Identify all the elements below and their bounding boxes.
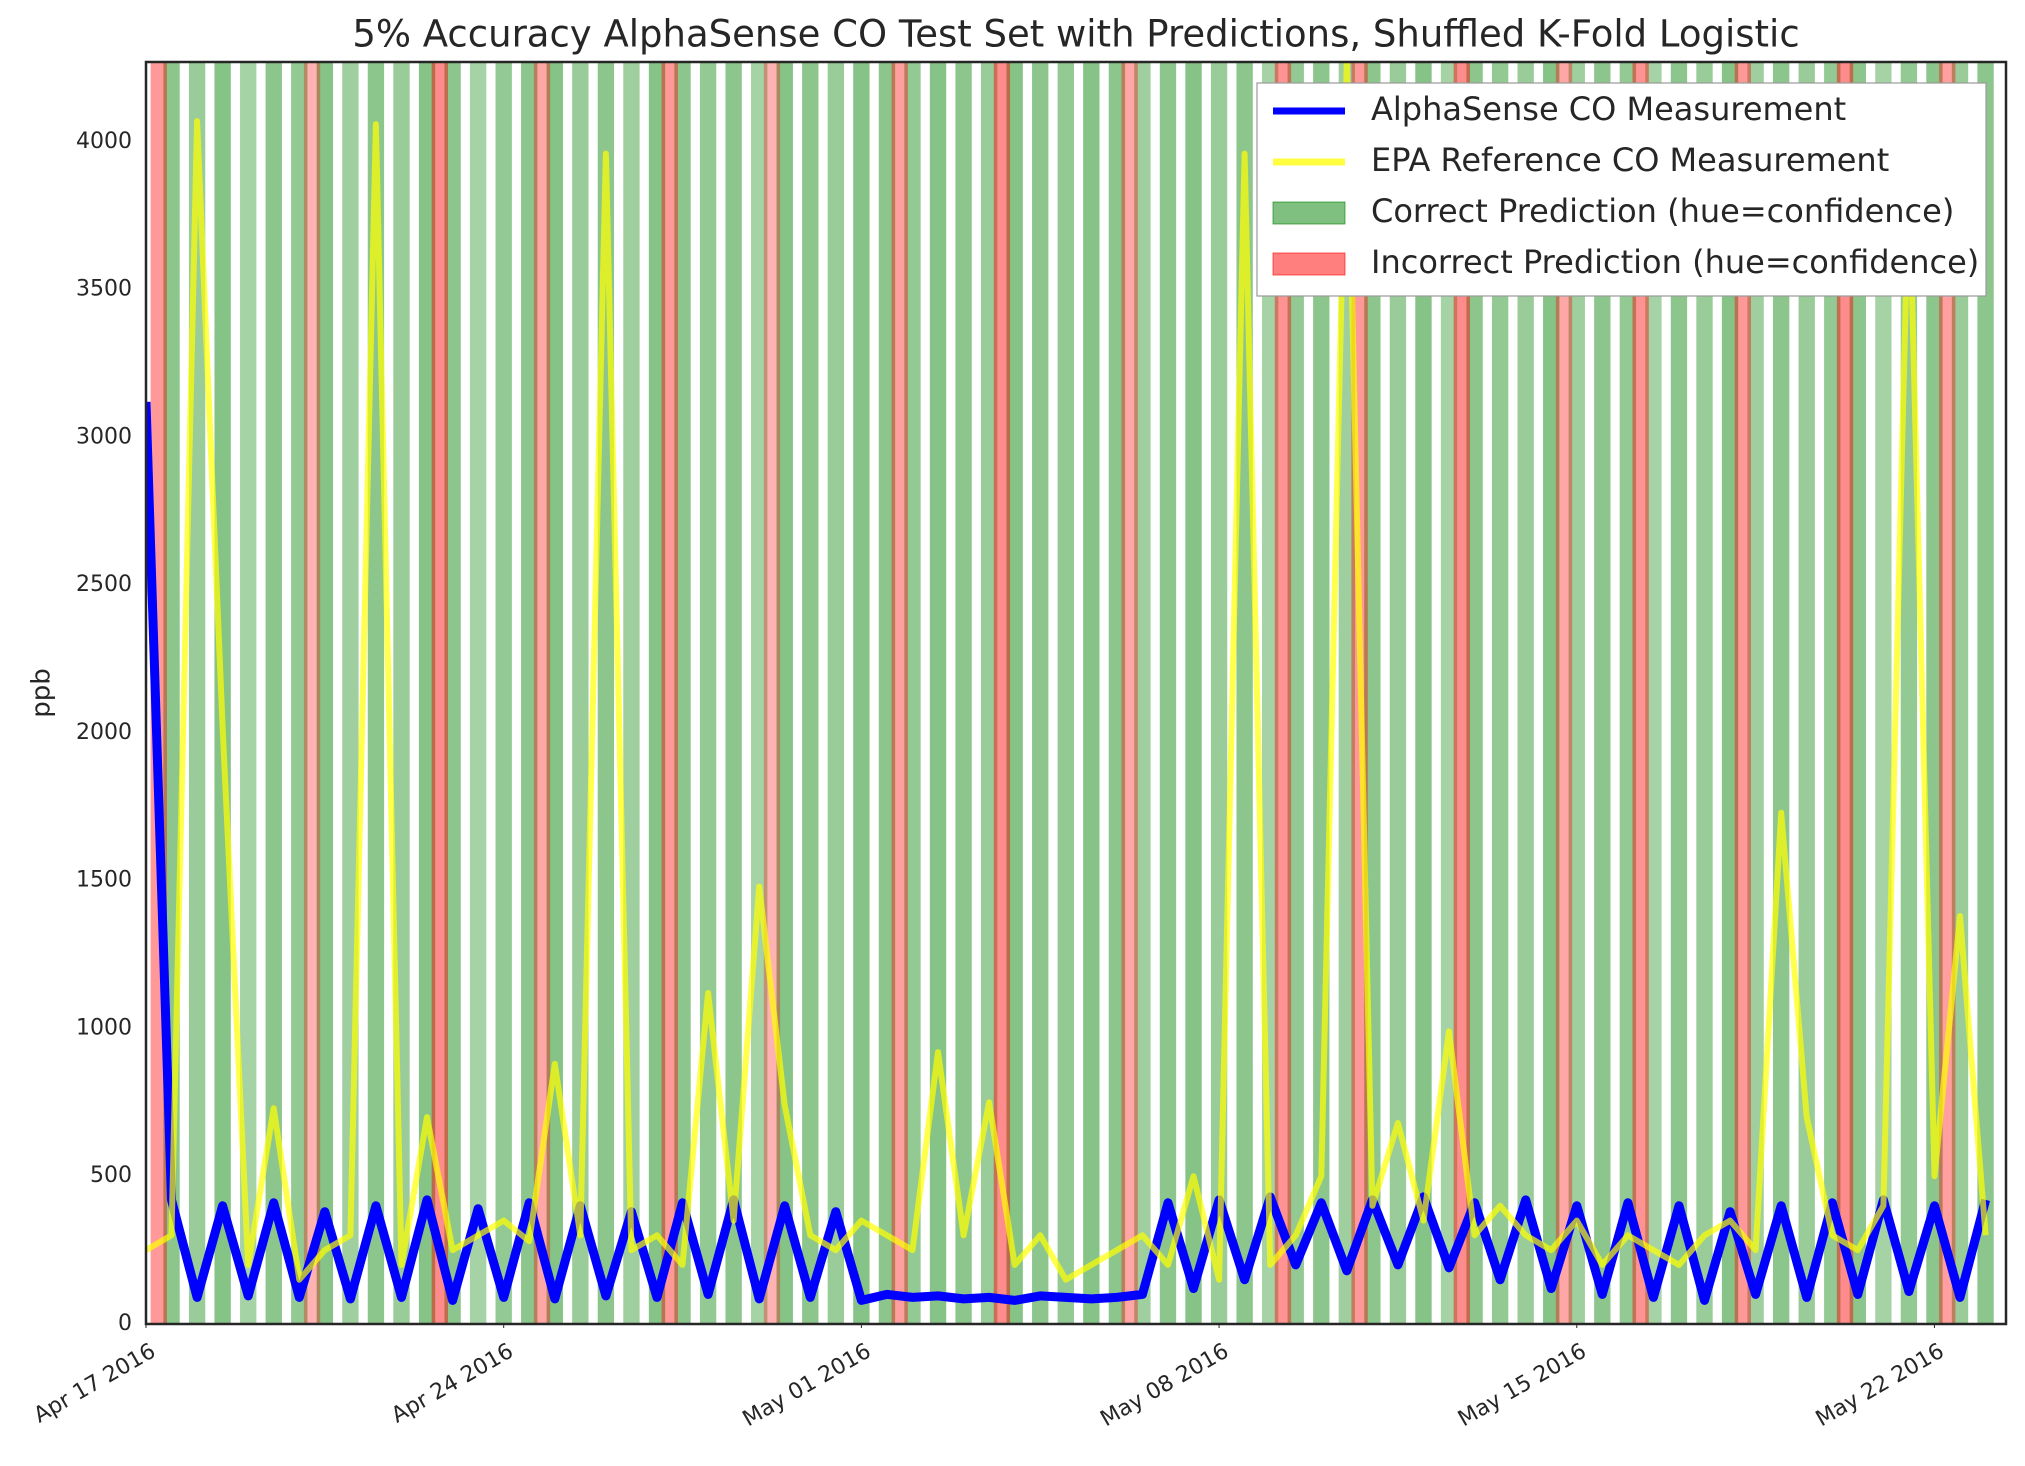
prediction-band: [1721, 62, 1739, 1324]
prediction-band: [1287, 62, 1304, 1324]
prediction-band: [1568, 62, 1585, 1324]
y-tick-label: 1000: [76, 1015, 132, 1040]
y-tick-label: 1500: [76, 868, 132, 893]
x-tick-label: May 08 2016: [1096, 1339, 1233, 1432]
prediction-band: [521, 62, 538, 1324]
prediction-band: [891, 62, 908, 1324]
y-tick-label: 2500: [76, 572, 132, 597]
prediction-band: [291, 62, 308, 1324]
prediction-band: [1032, 62, 1049, 1324]
x-tick-label: May 15 2016: [1454, 1339, 1591, 1432]
prediction-band: [1619, 62, 1637, 1324]
prediction-band: [1491, 62, 1509, 1324]
prediction-band: [1772, 62, 1790, 1324]
x-tick-label: Apr 17 2016: [30, 1339, 160, 1429]
prediction-band: [469, 62, 487, 1324]
prediction-band: [827, 62, 845, 1324]
plot-area: [146, 62, 1994, 1324]
prediction-band: [1836, 62, 1854, 1324]
legend-label: AlphaSense CO Measurement: [1371, 90, 1846, 128]
prediction-band: [1517, 62, 1534, 1324]
prediction-band: [993, 62, 1011, 1324]
prediction-band: [444, 62, 461, 1324]
prediction-band: [431, 62, 448, 1324]
legend-swatch: [1272, 252, 1346, 276]
prediction-band: [265, 62, 282, 1324]
chart-title: 5% Accuracy AlphaSense CO Test Set with …: [352, 13, 1799, 56]
y-axis-label: ppb: [27, 668, 57, 718]
prediction-band: [1159, 62, 1177, 1324]
prediction-band: [303, 62, 321, 1324]
prediction-band: [1734, 62, 1752, 1324]
y-tick-label: 500: [90, 1163, 132, 1188]
prediction-band: [1108, 62, 1126, 1324]
prediction-band: [1440, 62, 1458, 1324]
y-tick-label: 4000: [76, 129, 132, 154]
prediction-band: [955, 62, 972, 1324]
prediction-band: [1824, 62, 1841, 1324]
plot-frame: [144, 60, 2008, 1326]
data-line: [146, 401, 1990, 1305]
prediction-band: [1083, 62, 1100, 1324]
prediction-band: [1274, 62, 1292, 1324]
prediction-band: [418, 62, 436, 1324]
legend-label: Incorrect Prediction (hue=confidence): [1371, 243, 1979, 281]
prediction-band: [1747, 62, 1764, 1324]
prediction-band: [1466, 62, 1483, 1324]
x-tick-label: Apr 24 2016: [387, 1339, 517, 1429]
prediction-band: [533, 62, 551, 1324]
prediction-band: [546, 62, 563, 1324]
prediction-band: [1453, 62, 1470, 1324]
prediction-band: [1006, 62, 1023, 1324]
prediction-band: [1645, 62, 1662, 1324]
prediction-band: [1594, 62, 1611, 1324]
prediction-band: [240, 62, 257, 1324]
legend-swatch: [1272, 201, 1346, 225]
prediction-band: [495, 62, 512, 1324]
prediction-band: [725, 62, 742, 1324]
prediction-band: [1670, 62, 1688, 1324]
y-tick-label: 3000: [76, 424, 132, 449]
prediction-band: [648, 62, 666, 1324]
prediction-band: [1977, 62, 1994, 1324]
prediction-band: [1543, 62, 1560, 1324]
prediction-band: [1185, 62, 1202, 1324]
prediction-band: [751, 62, 768, 1324]
prediction-band: [1798, 62, 1815, 1324]
legend-label: Correct Prediction (hue=confidence): [1371, 192, 1954, 230]
prediction-band: [904, 62, 921, 1324]
prediction-band: [1057, 62, 1074, 1324]
prediction-band: [776, 62, 793, 1324]
prediction-band: [1632, 62, 1649, 1324]
prediction-band: [802, 62, 819, 1324]
y-tick-label: 0: [118, 1311, 132, 1336]
prediction-band: [674, 62, 691, 1324]
prediction-band: [878, 62, 896, 1324]
prediction-band: [853, 62, 870, 1324]
prediction-band: [699, 62, 717, 1324]
data-line: [146, 62, 1989, 1283]
prediction-band: [1555, 62, 1573, 1324]
y-tick-label: 2000: [76, 720, 132, 745]
prediction-band: [763, 62, 781, 1324]
x-tick-label: May 01 2016: [739, 1339, 876, 1432]
prediction-band: [980, 62, 998, 1324]
x-tick-label: May 22 2016: [1812, 1339, 1949, 1432]
legend-label: EPA Reference CO Measurement: [1371, 141, 1889, 179]
prediction-band: [661, 62, 678, 1324]
prediction-band: [1134, 62, 1151, 1324]
y-tick-label: 3500: [76, 277, 132, 302]
prediction-band: [316, 62, 334, 1324]
prediction-band: [929, 62, 947, 1324]
prediction-band: [1121, 62, 1138, 1324]
prediction-band: [1696, 62, 1713, 1324]
prediction-band: [1389, 62, 1407, 1324]
prediction-band: [1849, 62, 1866, 1324]
legend-box: [1256, 82, 1987, 297]
prediction-band: [1951, 62, 1969, 1324]
prediction-band: [1415, 62, 1432, 1324]
